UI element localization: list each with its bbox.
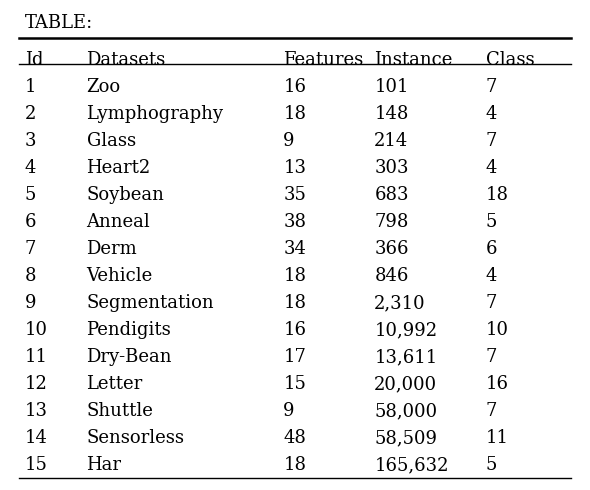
Text: Class: Class <box>486 51 535 69</box>
Text: 7: 7 <box>486 78 497 96</box>
Text: Sensorless: Sensorless <box>87 429 185 447</box>
Text: 18: 18 <box>283 456 306 474</box>
Text: Anneal: Anneal <box>87 213 150 231</box>
Text: 101: 101 <box>374 78 409 96</box>
Text: 7: 7 <box>486 132 497 150</box>
Text: 3: 3 <box>25 132 37 150</box>
Text: 15: 15 <box>283 375 306 393</box>
Text: Zoo: Zoo <box>87 78 121 96</box>
Text: 8: 8 <box>25 267 37 285</box>
Text: 6: 6 <box>25 213 37 231</box>
Text: Shuttle: Shuttle <box>87 402 153 420</box>
Text: 13: 13 <box>25 402 48 420</box>
Text: 35: 35 <box>283 186 306 204</box>
Text: 4: 4 <box>486 105 497 123</box>
Text: Lymphography: Lymphography <box>87 105 224 123</box>
Text: 846: 846 <box>374 267 409 285</box>
Text: 14: 14 <box>25 429 48 447</box>
Text: 5: 5 <box>486 213 497 231</box>
Text: 12: 12 <box>25 375 48 393</box>
Text: 16: 16 <box>486 375 509 393</box>
Text: Soybean: Soybean <box>87 186 165 204</box>
Text: 9: 9 <box>25 294 37 312</box>
Text: 4: 4 <box>486 267 497 285</box>
Text: 16: 16 <box>283 78 306 96</box>
Text: 683: 683 <box>374 186 409 204</box>
Text: 18: 18 <box>486 186 509 204</box>
Text: 15: 15 <box>25 456 48 474</box>
Text: 5: 5 <box>486 456 497 474</box>
Text: 18: 18 <box>283 267 306 285</box>
Text: 10: 10 <box>25 321 48 339</box>
Text: 366: 366 <box>374 240 409 258</box>
Text: 38: 38 <box>283 213 306 231</box>
Text: 4: 4 <box>25 159 36 177</box>
Text: 148: 148 <box>374 105 409 123</box>
Text: 17: 17 <box>283 348 306 366</box>
Text: 34: 34 <box>283 240 306 258</box>
Text: 6: 6 <box>486 240 497 258</box>
Text: 13,611: 13,611 <box>374 348 438 366</box>
Text: Glass: Glass <box>87 132 136 150</box>
Text: 5: 5 <box>25 186 36 204</box>
Text: 2: 2 <box>25 105 36 123</box>
Text: Heart2: Heart2 <box>87 159 151 177</box>
Text: Instance: Instance <box>374 51 453 69</box>
Text: 16: 16 <box>283 321 306 339</box>
Text: 4: 4 <box>486 159 497 177</box>
Text: 18: 18 <box>283 105 306 123</box>
Text: Har: Har <box>87 456 122 474</box>
Text: 58,000: 58,000 <box>374 402 437 420</box>
Text: Datasets: Datasets <box>87 51 166 69</box>
Text: 9: 9 <box>283 132 295 150</box>
Text: 214: 214 <box>374 132 408 150</box>
Text: 13: 13 <box>283 159 306 177</box>
Text: 58,509: 58,509 <box>374 429 437 447</box>
Text: 18: 18 <box>283 294 306 312</box>
Text: 2,310: 2,310 <box>374 294 426 312</box>
Text: Derm: Derm <box>87 240 137 258</box>
Text: 798: 798 <box>374 213 409 231</box>
Text: 7: 7 <box>486 402 497 420</box>
Text: 303: 303 <box>374 159 409 177</box>
Text: 165,632: 165,632 <box>374 456 449 474</box>
Text: Vehicle: Vehicle <box>87 267 153 285</box>
Text: TABLE:: TABLE: <box>25 14 93 31</box>
Text: Features: Features <box>283 51 363 69</box>
Text: Segmentation: Segmentation <box>87 294 214 312</box>
Text: 7: 7 <box>486 294 497 312</box>
Text: 11: 11 <box>25 348 48 366</box>
Text: 7: 7 <box>486 348 497 366</box>
Text: 20,000: 20,000 <box>374 375 437 393</box>
Text: Dry-Bean: Dry-Bean <box>87 348 172 366</box>
Text: Letter: Letter <box>87 375 143 393</box>
Text: 1: 1 <box>25 78 37 96</box>
Text: 48: 48 <box>283 429 306 447</box>
Text: 10,992: 10,992 <box>374 321 437 339</box>
Text: Pendigits: Pendigits <box>87 321 171 339</box>
Text: 9: 9 <box>283 402 295 420</box>
Text: Id: Id <box>25 51 44 69</box>
Text: 11: 11 <box>486 429 509 447</box>
Text: 7: 7 <box>25 240 36 258</box>
Text: 10: 10 <box>486 321 509 339</box>
